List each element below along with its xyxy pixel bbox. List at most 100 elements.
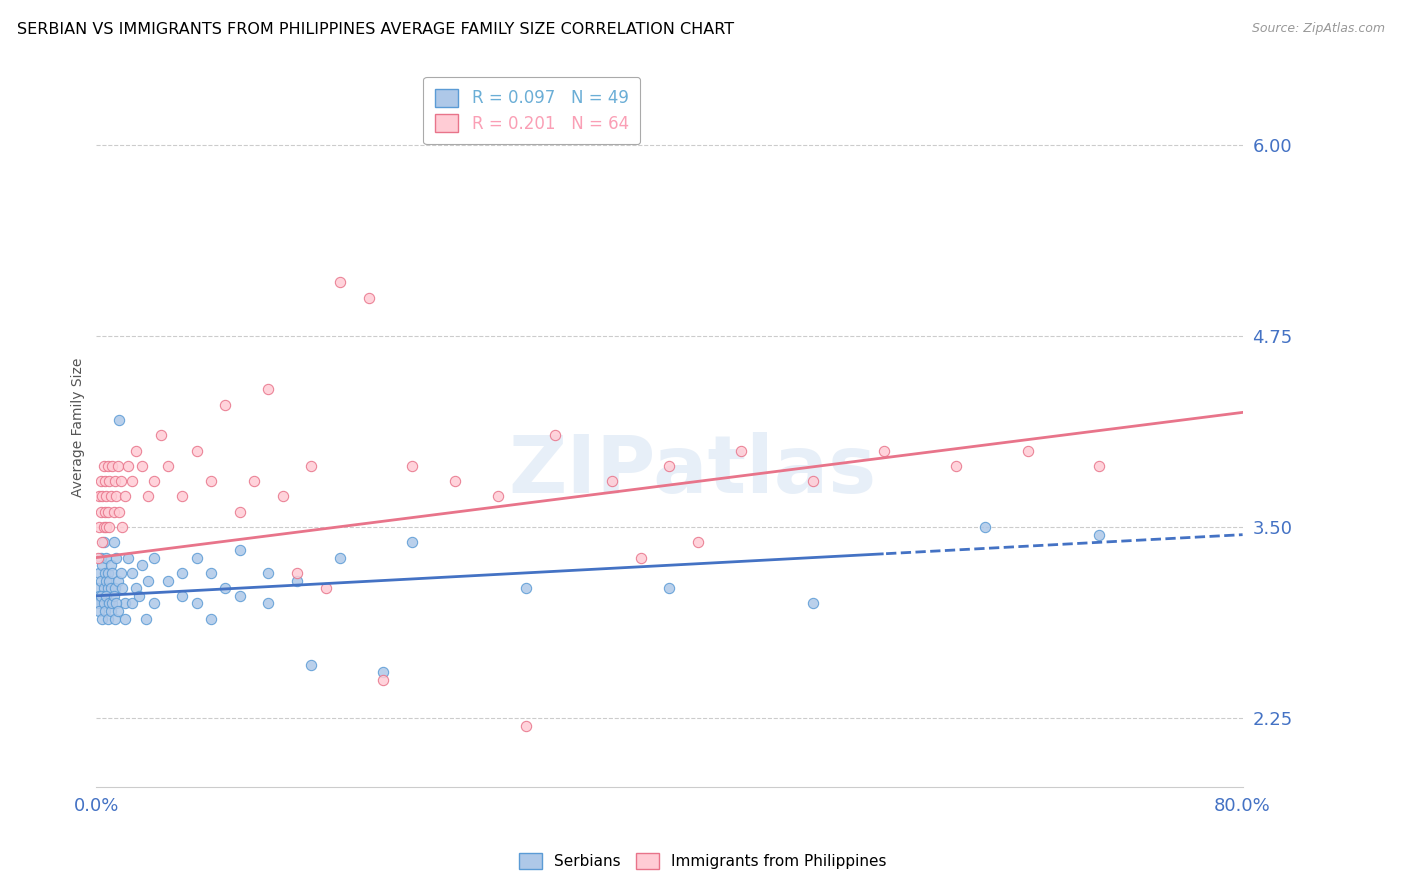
Point xyxy=(105,490,128,504)
Point xyxy=(100,604,122,618)
Point xyxy=(200,566,222,580)
Point xyxy=(121,596,143,610)
Point xyxy=(97,581,120,595)
Point xyxy=(136,574,159,588)
Point xyxy=(97,458,120,473)
Point xyxy=(136,490,159,504)
Point xyxy=(94,604,117,618)
Point xyxy=(142,474,165,488)
Point xyxy=(401,535,423,549)
Point xyxy=(101,566,124,580)
Point xyxy=(515,719,537,733)
Point xyxy=(186,443,208,458)
Point xyxy=(101,458,124,473)
Point xyxy=(257,383,280,397)
Point xyxy=(329,276,352,290)
Point xyxy=(96,574,118,588)
Point xyxy=(257,596,280,610)
Legend: R = 0.097   N = 49, R = 0.201   N = 64: R = 0.097 N = 49, R = 0.201 N = 64 xyxy=(423,77,641,145)
Point xyxy=(285,574,308,588)
Point xyxy=(730,443,752,458)
Point xyxy=(131,558,153,573)
Point xyxy=(125,581,148,595)
Point xyxy=(94,566,117,580)
Point xyxy=(98,474,121,488)
Point xyxy=(125,443,148,458)
Point xyxy=(111,581,134,595)
Point xyxy=(443,474,465,488)
Point xyxy=(90,550,112,565)
Point xyxy=(121,566,143,580)
Point xyxy=(1088,527,1111,541)
Point xyxy=(96,589,118,603)
Point xyxy=(97,566,120,580)
Point xyxy=(90,474,112,488)
Point xyxy=(600,474,623,488)
Point xyxy=(93,581,115,595)
Text: SERBIAN VS IMMIGRANTS FROM PHILIPPINES AVERAGE FAMILY SIZE CORRELATION CHART: SERBIAN VS IMMIGRANTS FROM PHILIPPINES A… xyxy=(17,22,734,37)
Point xyxy=(973,520,995,534)
Point xyxy=(117,458,139,473)
Point xyxy=(121,474,143,488)
Point xyxy=(100,581,122,595)
Point xyxy=(172,566,194,580)
Point xyxy=(108,413,131,427)
Point xyxy=(630,550,652,565)
Point xyxy=(111,520,134,534)
Point xyxy=(91,612,114,626)
Point xyxy=(544,428,567,442)
Point xyxy=(91,490,114,504)
Point xyxy=(96,550,118,565)
Point xyxy=(103,505,125,519)
Point xyxy=(104,474,127,488)
Point xyxy=(149,428,172,442)
Point xyxy=(128,589,150,603)
Point xyxy=(101,596,124,610)
Point xyxy=(104,612,127,626)
Point xyxy=(357,291,380,305)
Point xyxy=(186,596,208,610)
Point xyxy=(156,574,179,588)
Point xyxy=(107,604,129,618)
Point xyxy=(90,505,112,519)
Point xyxy=(89,604,111,618)
Point xyxy=(243,474,266,488)
Point xyxy=(1088,458,1111,473)
Point xyxy=(90,574,112,588)
Point xyxy=(93,535,115,549)
Y-axis label: Average Family Size: Average Family Size xyxy=(72,358,86,498)
Point xyxy=(98,520,121,534)
Point xyxy=(801,474,824,488)
Text: ZIPatlas: ZIPatlas xyxy=(509,432,876,509)
Point xyxy=(107,574,129,588)
Point xyxy=(299,657,322,672)
Point xyxy=(96,490,118,504)
Point xyxy=(91,596,114,610)
Point xyxy=(100,490,122,504)
Point xyxy=(97,612,120,626)
Point xyxy=(658,458,681,473)
Point xyxy=(87,581,110,595)
Point xyxy=(142,596,165,610)
Point xyxy=(114,490,136,504)
Point xyxy=(329,550,352,565)
Point xyxy=(117,550,139,565)
Point xyxy=(214,398,236,412)
Point xyxy=(156,458,179,473)
Point xyxy=(94,505,117,519)
Point xyxy=(1017,443,1039,458)
Point xyxy=(107,458,129,473)
Point xyxy=(515,581,537,595)
Point xyxy=(87,550,110,565)
Point xyxy=(200,612,222,626)
Point xyxy=(89,520,111,534)
Point xyxy=(315,581,337,595)
Point xyxy=(142,550,165,565)
Point xyxy=(172,589,194,603)
Point xyxy=(214,581,236,595)
Point xyxy=(98,596,121,610)
Point xyxy=(103,589,125,603)
Point xyxy=(100,558,122,573)
Point xyxy=(299,458,322,473)
Point xyxy=(97,505,120,519)
